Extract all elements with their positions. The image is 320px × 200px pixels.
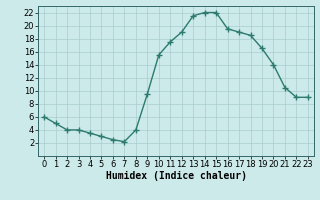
X-axis label: Humidex (Indice chaleur): Humidex (Indice chaleur) [106, 171, 246, 181]
